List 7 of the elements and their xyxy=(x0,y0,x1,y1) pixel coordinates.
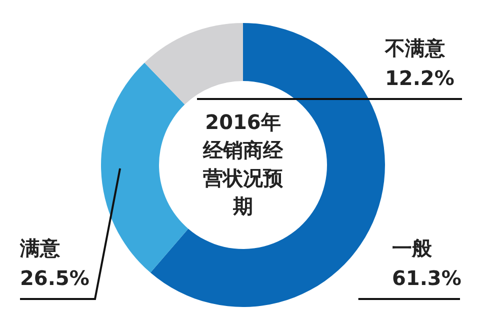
text: 2016年经销商经营状况预期 xyxy=(202,109,284,220)
data-label: 61.3% xyxy=(392,266,462,290)
data-label: 26.5% xyxy=(20,266,90,290)
data-label: 12.2% xyxy=(385,66,454,90)
slice-label: 满意 xyxy=(19,236,61,260)
slice-label: 不满意 xyxy=(384,36,446,60)
slice-label: 一般 xyxy=(392,236,433,260)
